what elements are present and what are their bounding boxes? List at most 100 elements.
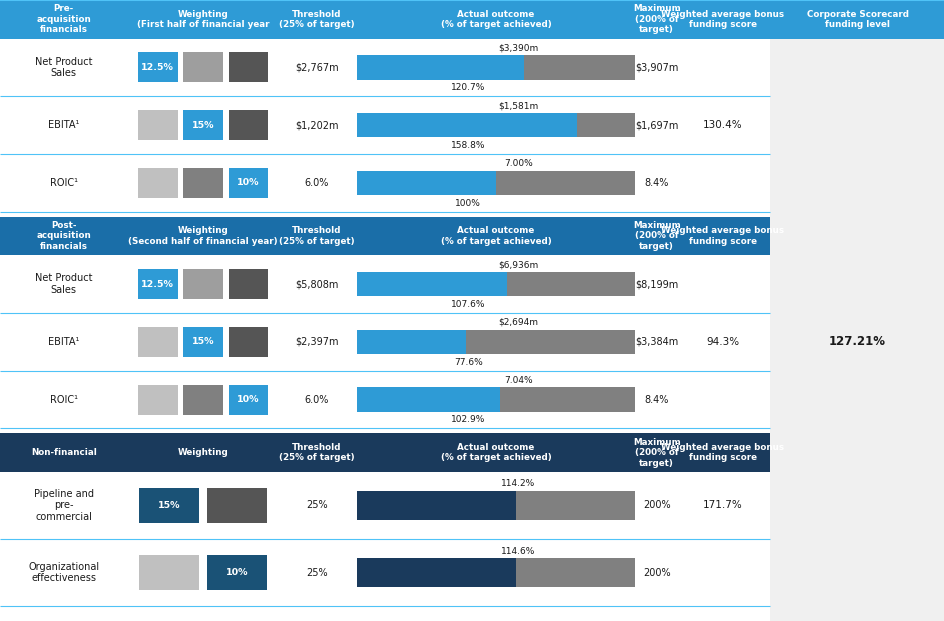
Text: 6.0%: 6.0%: [304, 178, 329, 188]
Text: 25%: 25%: [306, 568, 327, 578]
Text: Actual outcome
(% of target achieved): Actual outcome (% of target achieved): [440, 9, 551, 29]
Bar: [138, 52, 177, 83]
Bar: [138, 168, 177, 198]
Text: Post-
acquisition
financials: Post- acquisition financials: [37, 221, 91, 251]
Text: 10%: 10%: [237, 178, 260, 188]
Text: $8,199m: $8,199m: [634, 279, 678, 289]
Bar: [499, 388, 634, 412]
Text: 15%: 15%: [158, 501, 180, 510]
Text: 8.4%: 8.4%: [644, 394, 668, 405]
Text: Net Product
Sales: Net Product Sales: [35, 273, 93, 295]
Text: 107.6%: 107.6%: [450, 300, 485, 309]
Text: 120.7%: 120.7%: [450, 83, 485, 92]
Bar: [769, 0, 944, 621]
Bar: [0, 0, 769, 621]
Bar: [515, 491, 634, 520]
Text: 10%: 10%: [226, 568, 248, 577]
Text: Weighted average bonus
funding score: Weighted average bonus funding score: [661, 9, 784, 29]
Text: $1,202m: $1,202m: [295, 120, 338, 130]
Bar: [357, 55, 523, 79]
Bar: [228, 110, 268, 140]
Bar: [0, 96, 769, 154]
Bar: [138, 384, 177, 415]
Text: 114.2%: 114.2%: [500, 479, 535, 489]
Text: $1,697m: $1,697m: [634, 120, 678, 130]
Bar: [357, 113, 576, 137]
Text: Pipeline and
pre-
commercial: Pipeline and pre- commercial: [34, 489, 93, 522]
Bar: [523, 55, 634, 79]
Text: Weighting: Weighting: [177, 448, 228, 457]
Text: 15%: 15%: [192, 120, 214, 130]
Text: $3,907m: $3,907m: [634, 62, 678, 73]
Bar: [139, 488, 199, 523]
Text: EBITA¹: EBITA¹: [48, 120, 79, 130]
Bar: [183, 327, 223, 357]
Text: Pre-
acquisition
financials: Pre- acquisition financials: [37, 4, 91, 34]
Text: Net Product
Sales: Net Product Sales: [35, 57, 93, 78]
Bar: [207, 488, 267, 523]
Bar: [207, 555, 267, 590]
Text: Actual outcome
(% of target achieved): Actual outcome (% of target achieved): [440, 443, 551, 463]
Bar: [0, 371, 769, 428]
Text: 10%: 10%: [237, 395, 260, 404]
Bar: [0, 255, 769, 313]
Bar: [357, 558, 515, 587]
Text: ROIC¹: ROIC¹: [50, 394, 77, 405]
Bar: [769, 0, 944, 39]
Text: 6.0%: 6.0%: [304, 394, 329, 405]
Bar: [0, 0, 769, 39]
Text: $6,936m: $6,936m: [497, 260, 538, 269]
Bar: [228, 269, 268, 299]
Bar: [576, 113, 634, 137]
Text: 12.5%: 12.5%: [142, 279, 174, 289]
Bar: [0, 472, 769, 539]
Text: 100%: 100%: [455, 199, 480, 207]
Bar: [183, 168, 223, 198]
Text: Weighted average bonus
funding score: Weighted average bonus funding score: [661, 226, 784, 246]
Bar: [228, 168, 268, 198]
Bar: [357, 330, 465, 354]
Bar: [465, 330, 634, 354]
Bar: [357, 388, 499, 412]
Text: 7.00%: 7.00%: [503, 159, 532, 168]
Bar: [138, 110, 177, 140]
Bar: [496, 171, 634, 195]
Text: 77.6%: 77.6%: [453, 358, 482, 366]
Text: $2,694m: $2,694m: [497, 318, 538, 327]
Text: 130.4%: 130.4%: [702, 120, 742, 130]
Text: Corporate Scorecard
funding level: Corporate Scorecard funding level: [806, 9, 907, 29]
Text: 102.9%: 102.9%: [450, 415, 485, 424]
Bar: [228, 384, 268, 415]
Text: 158.8%: 158.8%: [450, 141, 485, 150]
Bar: [183, 269, 223, 299]
Bar: [0, 313, 769, 371]
Bar: [138, 327, 177, 357]
Text: ROIC¹: ROIC¹: [50, 178, 77, 188]
Text: Organizational
effectiveness: Organizational effectiveness: [28, 562, 99, 583]
Bar: [357, 171, 496, 195]
Text: Maximum
(200% of
target): Maximum (200% of target): [632, 438, 680, 468]
Text: 171.7%: 171.7%: [702, 501, 742, 510]
Text: $2,767m: $2,767m: [295, 62, 338, 73]
Bar: [0, 154, 769, 212]
Bar: [139, 555, 199, 590]
Text: Weighting
(First half of financial year: Weighting (First half of financial year: [137, 9, 269, 29]
Text: 114.6%: 114.6%: [500, 546, 535, 556]
Bar: [0, 39, 769, 96]
Text: 15%: 15%: [192, 337, 214, 347]
Text: 25%: 25%: [306, 501, 327, 510]
Text: Threshold
(25% of target): Threshold (25% of target): [278, 9, 354, 29]
Text: 200%: 200%: [642, 501, 670, 510]
Bar: [183, 52, 223, 83]
Text: Threshold
(25% of target): Threshold (25% of target): [278, 443, 354, 463]
Text: 200%: 200%: [642, 568, 670, 578]
Text: Weighting
(Second half of financial year): Weighting (Second half of financial year…: [128, 226, 278, 246]
Text: 12.5%: 12.5%: [142, 63, 174, 72]
Bar: [357, 272, 507, 296]
Bar: [0, 539, 769, 606]
Text: 127.21%: 127.21%: [828, 335, 885, 348]
Bar: [228, 52, 268, 83]
Text: $3,384m: $3,384m: [634, 337, 678, 347]
Bar: [507, 272, 634, 296]
Text: $2,397m: $2,397m: [295, 337, 338, 347]
